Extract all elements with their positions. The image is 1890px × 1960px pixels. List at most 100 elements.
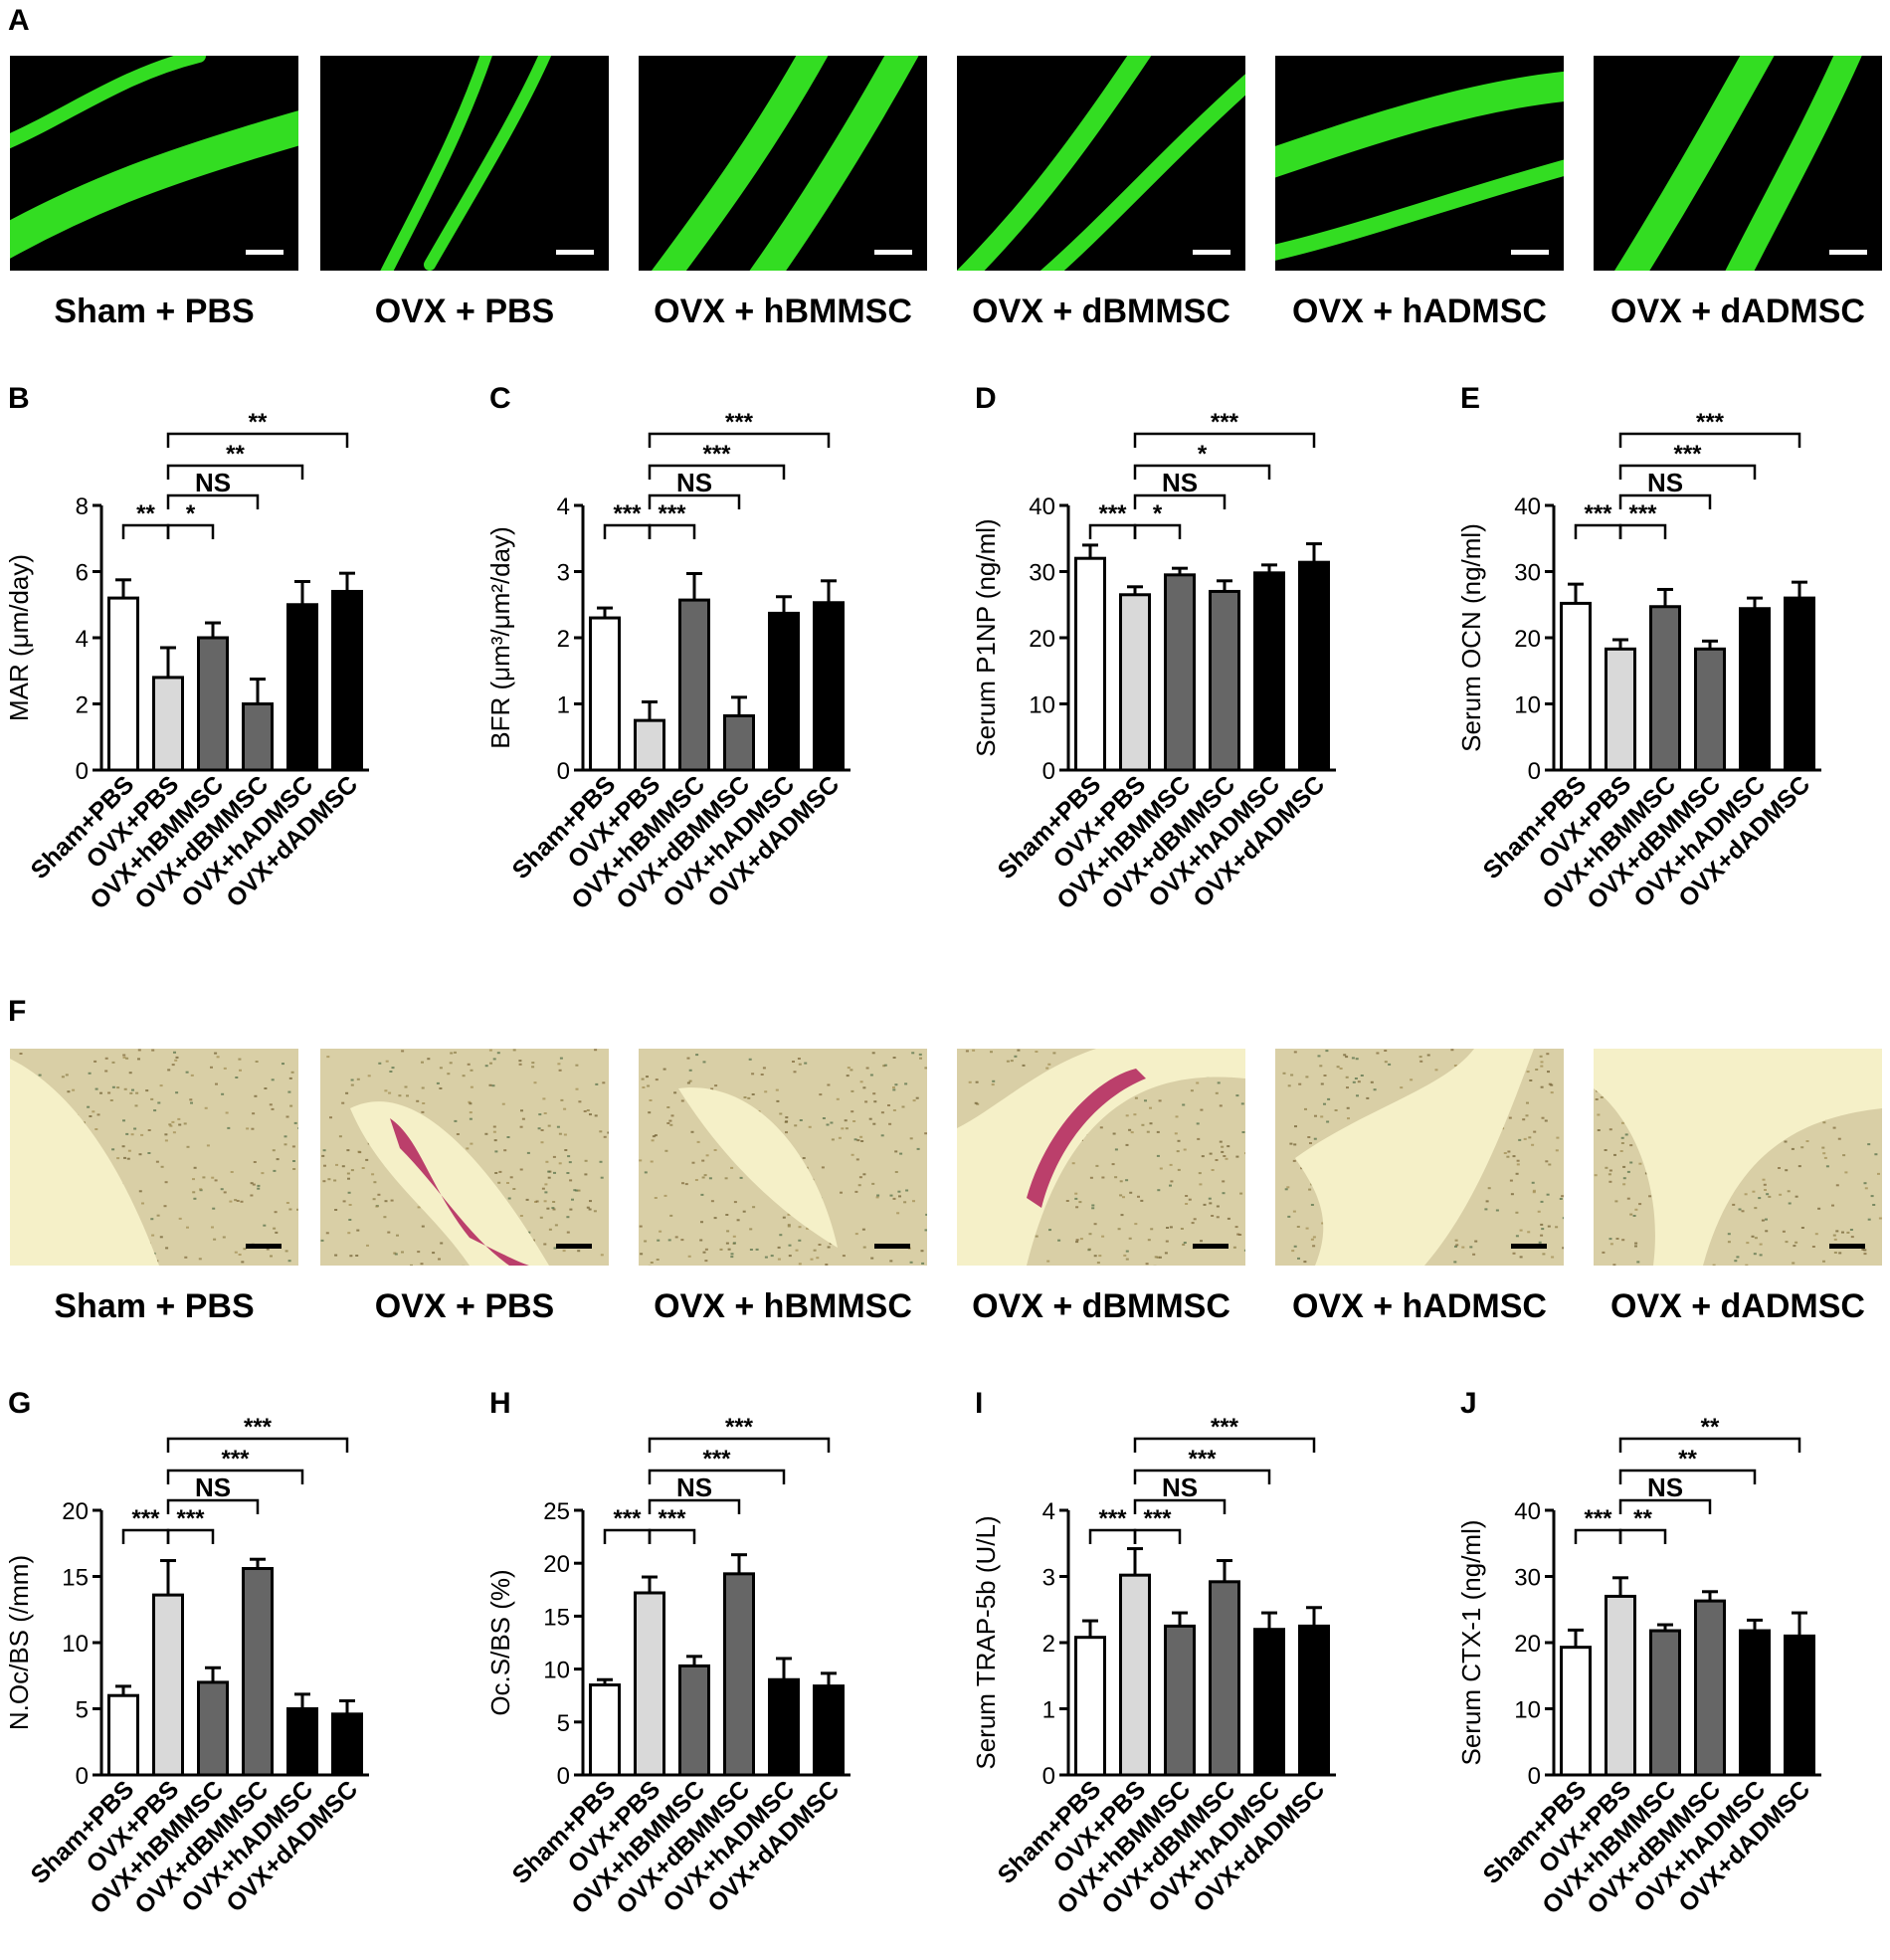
image-caption: OVX + hADMSC [1292, 293, 1547, 330]
significance-bracket [1133, 523, 1182, 539]
significance-bracket [648, 432, 831, 448]
y-tick-label: 20 [543, 1551, 570, 1578]
y-tick-label: 40 [1514, 493, 1541, 520]
y-tick-label: 0 [1042, 1763, 1055, 1790]
scale-bar [246, 250, 284, 255]
bar [286, 603, 318, 772]
trap-stain [1027, 1069, 1146, 1208]
panel-letter: H [489, 1387, 511, 1420]
y-tick-label: 4 [76, 626, 89, 653]
bar [1253, 1628, 1285, 1777]
significance-bracket [1618, 1469, 1757, 1484]
y-tick-label: 1 [1042, 1697, 1055, 1724]
y-tick-label: 0 [1042, 758, 1055, 785]
y-tick-label: 4 [557, 493, 570, 520]
bar [1605, 1594, 1636, 1777]
significance-bracket [1618, 1498, 1712, 1514]
bar [1298, 1624, 1330, 1777]
bar [634, 1591, 665, 1777]
fluorescent-label-band [749, 56, 919, 271]
significance-label: *** [702, 1446, 731, 1472]
significance-label: *** [221, 1446, 250, 1472]
significance-bracket [648, 523, 696, 539]
significance-bracket [1133, 1437, 1316, 1453]
bar [1739, 607, 1771, 772]
y-axis-label: Oc.S/BS (%) [485, 1569, 515, 1715]
significance-bracket [1618, 432, 1801, 448]
trap-micrograph-4 [957, 1049, 1245, 1266]
bar [1119, 593, 1151, 772]
significance-label: ** [226, 441, 245, 468]
y-tick-label: 6 [76, 560, 89, 587]
y-axis-label: Serum OCN (ng/ml) [1456, 523, 1486, 752]
significance-label: NS [1162, 468, 1198, 497]
bar [331, 589, 363, 772]
significance-bracket [1133, 1469, 1271, 1484]
significance-bracket [1088, 1528, 1137, 1544]
bar [1649, 605, 1681, 772]
y-tick-label: 0 [76, 1763, 89, 1790]
significance-bracket [648, 464, 786, 480]
calcein-micrograph-4 [957, 56, 1245, 271]
bar [242, 1567, 274, 1777]
calcein-micrograph-2 [320, 56, 609, 271]
significance-label: *** [176, 1505, 205, 1532]
bar [286, 1707, 318, 1777]
significance-bracket [603, 1528, 652, 1544]
scale-bar [1193, 250, 1230, 255]
bar [1784, 596, 1815, 772]
significance-bracket [166, 1469, 304, 1484]
bar [723, 1572, 755, 1777]
bar [1784, 1634, 1815, 1777]
significance-label: *** [1211, 409, 1239, 436]
y-tick-label: 30 [1029, 560, 1055, 587]
y-tick-label: 15 [62, 1565, 89, 1592]
trabecular-bone [10, 1059, 159, 1266]
image-caption: OVX + hADMSC [1292, 1287, 1547, 1325]
significance-bracket [1088, 523, 1137, 539]
image-caption: Sham + PBS [54, 1287, 255, 1325]
fluorescent-label-band [10, 56, 206, 149]
y-tick-label: 0 [1528, 758, 1541, 785]
calcein-micrograph-5 [1275, 56, 1564, 271]
significance-bracket [1133, 432, 1316, 448]
significance-label: NS [195, 1472, 231, 1502]
y-tick-label: 20 [1514, 1631, 1541, 1658]
y-axis-label: BFR (μm³/μm²/day) [485, 526, 515, 749]
trabecular-bone [1295, 1049, 1534, 1266]
significance-bracket [121, 523, 170, 539]
bar [1560, 1646, 1592, 1777]
image-caption: Sham + PBS [54, 293, 255, 330]
calcein-micrograph-3 [639, 56, 927, 271]
y-tick-label: 20 [62, 1498, 89, 1525]
y-tick-label: 2 [557, 626, 570, 653]
significance-bracket [121, 1528, 170, 1544]
bar [1253, 571, 1285, 772]
fluorescent-label-band [1275, 71, 1564, 178]
y-tick-label: 5 [76, 1697, 89, 1724]
image-caption: OVX + dADMSC [1610, 1287, 1865, 1325]
significance-label: NS [195, 468, 231, 497]
significance-label: *** [658, 500, 686, 527]
panel-letter: E [1460, 382, 1480, 415]
panel-letter: D [975, 382, 997, 415]
panel-letter-f: F [8, 995, 27, 1028]
significance-label: NS [1647, 468, 1683, 497]
y-tick-label: 4 [1042, 1498, 1055, 1525]
y-tick-label: 5 [557, 1710, 570, 1737]
bar [242, 702, 274, 772]
panel-letter: J [1460, 1387, 1477, 1420]
significance-bracket [648, 1498, 741, 1514]
y-tick-label: 40 [1514, 1498, 1541, 1525]
y-tick-label: 30 [1514, 1565, 1541, 1592]
bar [1209, 1580, 1240, 1777]
significance-bracket [1618, 493, 1712, 509]
bar [1605, 647, 1636, 772]
significance-bracket [1133, 464, 1271, 480]
bar [152, 676, 184, 772]
significance-bracket [1618, 464, 1757, 480]
bar [1649, 1629, 1681, 1777]
